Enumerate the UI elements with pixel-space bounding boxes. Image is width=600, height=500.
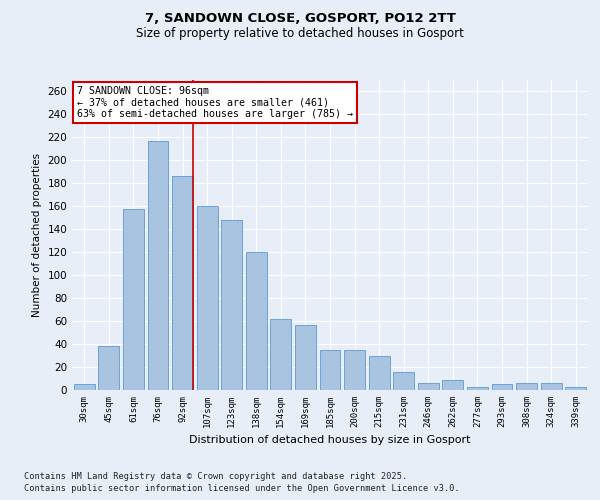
X-axis label: Distribution of detached houses by size in Gosport: Distribution of detached houses by size … [189,436,471,446]
Bar [516,383,537,390]
Bar [344,350,365,390]
Bar [541,383,562,390]
Bar [98,346,119,390]
Bar [393,372,414,390]
Bar [467,386,488,390]
Bar [246,252,267,390]
Bar [491,384,512,390]
Bar [418,383,439,390]
Bar [74,384,95,390]
Bar [565,386,586,390]
Text: Size of property relative to detached houses in Gosport: Size of property relative to detached ho… [136,28,464,40]
Bar [172,176,193,390]
Text: Contains HM Land Registry data © Crown copyright and database right 2025.: Contains HM Land Registry data © Crown c… [24,472,407,481]
Bar [368,356,389,390]
Text: 7, SANDOWN CLOSE, GOSPORT, PO12 2TT: 7, SANDOWN CLOSE, GOSPORT, PO12 2TT [145,12,455,26]
Text: Contains public sector information licensed under the Open Government Licence v3: Contains public sector information licen… [24,484,460,493]
Bar [123,208,144,390]
Text: 7 SANDOWN CLOSE: 96sqm
← 37% of detached houses are smaller (461)
63% of semi-de: 7 SANDOWN CLOSE: 96sqm ← 37% of detached… [77,86,353,120]
Bar [197,206,218,390]
Bar [295,324,316,390]
Bar [221,220,242,390]
Bar [271,319,292,390]
Bar [148,141,169,390]
Y-axis label: Number of detached properties: Number of detached properties [32,153,42,317]
Bar [320,350,340,390]
Bar [442,380,463,390]
